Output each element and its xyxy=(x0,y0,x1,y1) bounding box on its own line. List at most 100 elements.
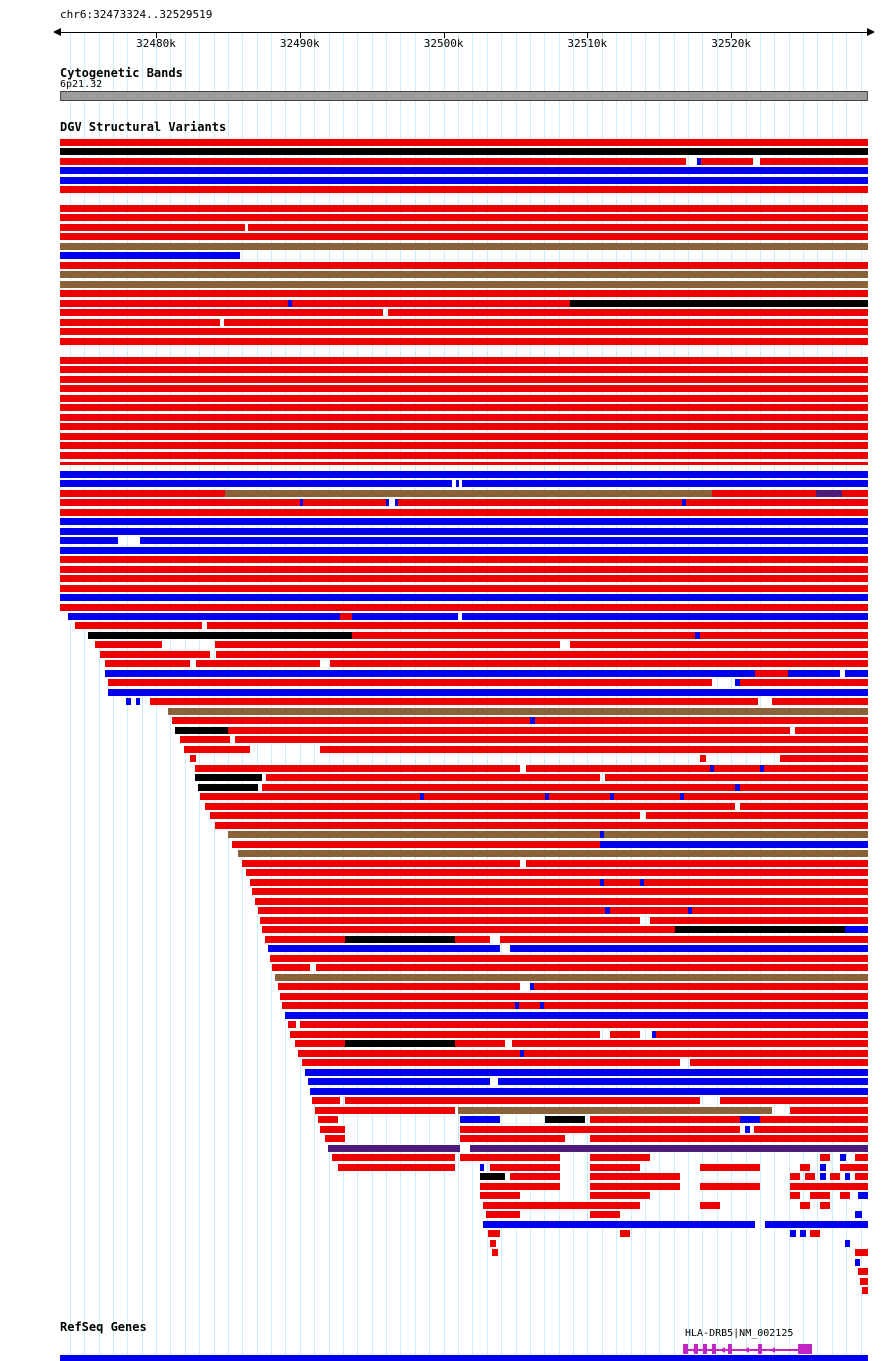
variant-bar[interactable] xyxy=(60,366,868,373)
gene-exon[interactable] xyxy=(712,1344,716,1354)
variant-bar[interactable] xyxy=(260,917,640,924)
variant-bar[interactable] xyxy=(820,1173,826,1180)
variant-bar[interactable] xyxy=(820,1164,826,1171)
variant-bar[interactable] xyxy=(790,1192,800,1199)
variant-bar[interactable] xyxy=(308,1078,490,1085)
variant-bar[interactable] xyxy=(610,907,688,914)
variant-bar[interactable] xyxy=(512,1040,868,1047)
variant-bar[interactable] xyxy=(545,793,549,800)
variant-bar[interactable] xyxy=(745,1126,750,1133)
variant-bar[interactable] xyxy=(60,158,686,165)
variant-bar[interactable] xyxy=(830,1173,840,1180)
variant-bar[interactable] xyxy=(282,1002,515,1009)
variant-bar[interactable] xyxy=(310,1088,868,1095)
variant-bar[interactable] xyxy=(60,575,868,582)
variant-bar[interactable] xyxy=(262,926,675,933)
variant-bar[interactable] xyxy=(810,1230,820,1237)
partial-track-bar[interactable] xyxy=(60,1355,868,1361)
variant-bar[interactable] xyxy=(510,945,868,952)
variant-bar[interactable] xyxy=(570,641,868,648)
variant-bar[interactable] xyxy=(184,746,250,753)
variant-bar[interactable] xyxy=(207,622,868,629)
variant-bar[interactable] xyxy=(760,765,764,772)
variant-bar[interactable] xyxy=(805,1173,815,1180)
variant-bar[interactable] xyxy=(386,499,389,506)
variant-bar[interactable] xyxy=(712,490,816,497)
variant-bar[interactable] xyxy=(60,167,868,174)
variant-bar[interactable] xyxy=(460,1135,565,1142)
variant-bar[interactable] xyxy=(545,1116,585,1123)
variant-bar[interactable] xyxy=(398,499,682,506)
variant-bar[interactable] xyxy=(800,1230,806,1237)
variant-bar[interactable] xyxy=(60,281,868,288)
variant-bar[interactable] xyxy=(740,1116,760,1123)
variant-bar[interactable] xyxy=(60,385,868,392)
variant-bar[interactable] xyxy=(605,774,868,781)
variant-bar[interactable] xyxy=(60,328,868,335)
variant-bar[interactable] xyxy=(735,784,740,791)
variant-bar[interactable] xyxy=(238,850,868,857)
variant-bar[interactable] xyxy=(492,1249,498,1256)
variant-bar[interactable] xyxy=(460,1154,560,1161)
variant-bar[interactable] xyxy=(180,736,230,743)
variant-bar[interactable] xyxy=(60,423,868,430)
variant-bar[interactable] xyxy=(60,490,225,497)
variant-bar[interactable] xyxy=(700,755,706,762)
variant-bar[interactable] xyxy=(312,1097,340,1104)
variant-bar[interactable] xyxy=(420,793,424,800)
variant-bar[interactable] xyxy=(640,879,644,886)
variant-bar[interactable] xyxy=(455,936,490,943)
variant-bar[interactable] xyxy=(840,1192,850,1199)
variant-bar[interactable] xyxy=(196,660,320,667)
variant-bar[interactable] xyxy=(855,1154,868,1161)
variant-bar[interactable] xyxy=(714,765,760,772)
variant-bar[interactable] xyxy=(720,1097,868,1104)
variant-bar[interactable] xyxy=(740,679,868,686)
variant-bar[interactable] xyxy=(486,1211,520,1218)
variant-bar[interactable] xyxy=(544,1002,868,1009)
variant-bar[interactable] xyxy=(455,1040,505,1047)
variant-bar[interactable] xyxy=(682,499,686,506)
variant-bar[interactable] xyxy=(60,518,868,525)
variant-bar[interactable] xyxy=(845,926,868,933)
variant-bar[interactable] xyxy=(840,1164,868,1171)
variant-bar[interactable] xyxy=(248,224,868,231)
variant-bar[interactable] xyxy=(68,613,340,620)
variant-bar[interactable] xyxy=(530,983,534,990)
variant-bar[interactable] xyxy=(701,158,753,165)
variant-bar[interactable] xyxy=(498,1078,868,1085)
variant-bar[interactable] xyxy=(303,499,386,506)
variant-bar[interactable] xyxy=(235,736,868,743)
variant-bar[interactable] xyxy=(610,1031,640,1038)
variant-bar[interactable] xyxy=(488,1230,500,1237)
variant-bar[interactable] xyxy=(686,499,868,506)
variant-bar[interactable] xyxy=(820,1154,830,1161)
cytoband-bar[interactable] xyxy=(60,91,868,101)
variant-bar[interactable] xyxy=(60,462,868,465)
variant-bar[interactable] xyxy=(210,812,640,819)
gene-exon[interactable] xyxy=(694,1344,698,1354)
variant-bar[interactable] xyxy=(754,1126,868,1133)
variant-bar[interactable] xyxy=(842,490,868,497)
variant-bar[interactable] xyxy=(60,433,868,440)
variant-bar[interactable] xyxy=(800,1164,810,1171)
variant-bar[interactable] xyxy=(519,1002,540,1009)
variant-bar[interactable] xyxy=(858,1192,868,1199)
variant-bar[interactable] xyxy=(740,803,868,810)
variant-bar[interactable] xyxy=(225,490,712,497)
variant-bar[interactable] xyxy=(60,509,868,516)
variant-bar[interactable] xyxy=(760,1116,868,1123)
variant-bar[interactable] xyxy=(275,974,868,981)
variant-bar[interactable] xyxy=(228,727,790,734)
variant-bar[interactable] xyxy=(328,1145,460,1152)
variant-bar[interactable] xyxy=(590,1173,680,1180)
variant-bar[interactable] xyxy=(388,309,868,316)
variant-bar[interactable] xyxy=(524,1050,868,1057)
variant-bar[interactable] xyxy=(462,613,868,620)
variant-bar[interactable] xyxy=(700,1183,760,1190)
variant-bar[interactable] xyxy=(590,1192,650,1199)
variant-bar[interactable] xyxy=(656,1031,868,1038)
variant-bar[interactable] xyxy=(228,831,600,838)
variant-bar[interactable] xyxy=(290,1031,600,1038)
variant-bar[interactable] xyxy=(175,727,228,734)
